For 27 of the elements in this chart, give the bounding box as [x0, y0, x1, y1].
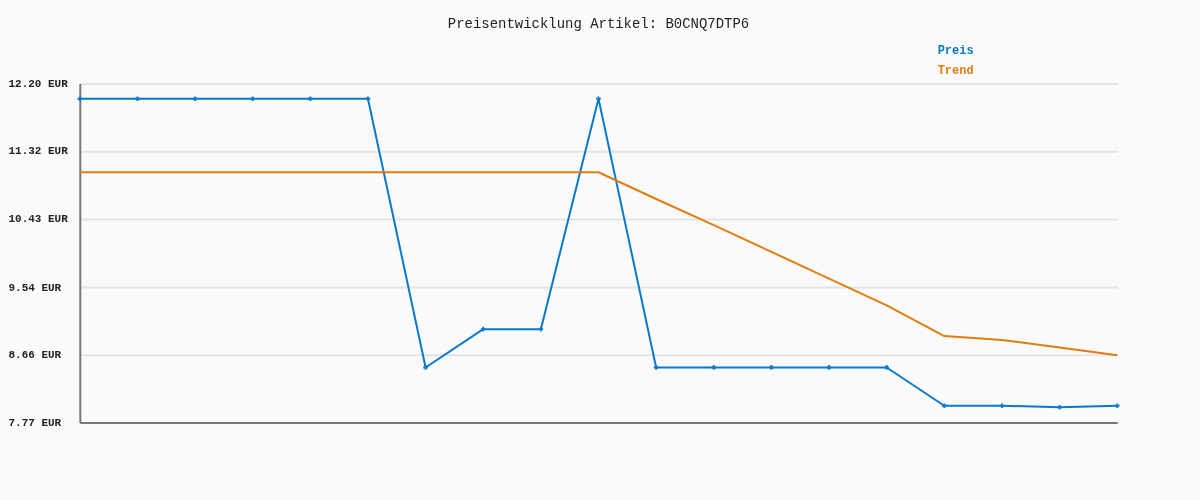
y-tick-label: 10.43 EUR: [8, 213, 69, 226]
point: [769, 365, 774, 370]
y-tick-label: 11.32 EUR: [8, 145, 69, 158]
text: Trend: [937, 64, 974, 79]
y-tick-label: 9.54 EUR: [8, 281, 62, 294]
point: [999, 403, 1005, 409]
text: Preis: [937, 44, 974, 59]
chart-title: Preisentwicklung Artikel: B0CNQ7DTP6: [447, 15, 750, 32]
point: [1114, 403, 1120, 409]
point: [538, 326, 544, 332]
y-tick-label: 12.20 EUR: [8, 77, 69, 90]
point: [423, 365, 428, 370]
point: [135, 96, 140, 102]
point: [365, 96, 371, 102]
point: [480, 326, 486, 332]
point: [308, 96, 313, 102]
point: [884, 365, 890, 370]
point: [711, 365, 717, 370]
point: [941, 403, 947, 409]
point: [192, 96, 198, 102]
y-tick-label: 7.77 EUR: [8, 417, 62, 430]
point: [1057, 404, 1062, 410]
point: [77, 96, 83, 102]
point: [596, 96, 601, 102]
y-tick-label: 8.66 EUR: [8, 348, 62, 361]
line-series: [78, 171, 1119, 357]
point: [250, 96, 256, 102]
